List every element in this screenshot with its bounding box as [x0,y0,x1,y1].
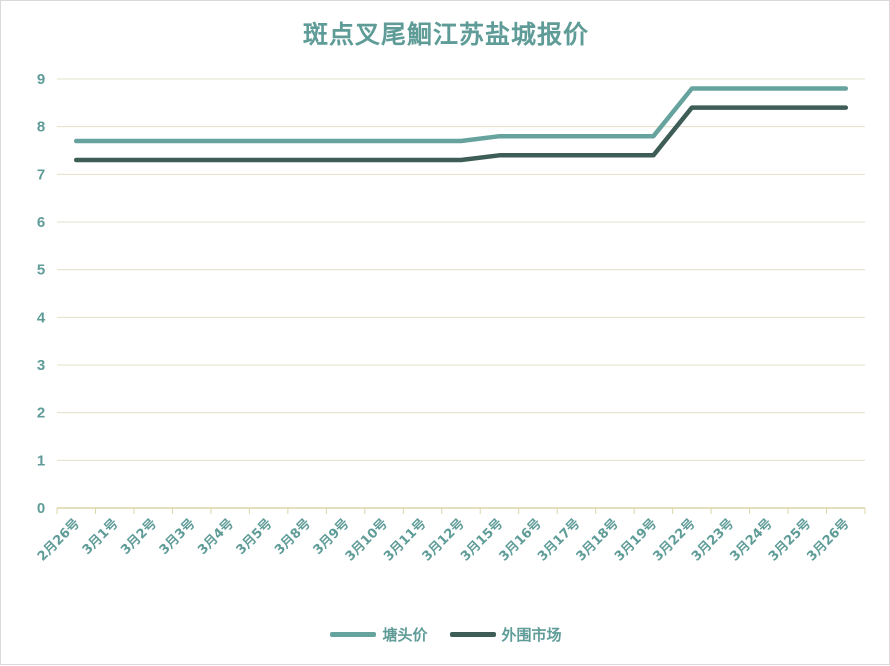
x-tick-label: 3月1号 [80,516,122,558]
grid-lines [57,78,865,461]
x-axis [56,507,866,514]
y-tick-label-9: 9 [37,71,45,88]
y-tick-label-5: 5 [37,262,45,279]
legend-swatch-waiwei [449,632,496,637]
y-tick-label-6: 6 [37,214,45,231]
series-lines [73,86,849,163]
series-line-0 [73,86,849,144]
legend-item-waiwei: 外围市场 [449,624,562,645]
y-tick-label-4: 4 [37,309,46,326]
y-tick-label-8: 8 [37,119,45,136]
series-line-1 [73,105,849,163]
legend-label-waiwei: 外围市场 [501,626,562,644]
x-tick-label: 2月26号 [35,516,83,564]
y-tick-label-2: 2 [37,405,45,422]
x-tick-label: 3月8号 [272,516,314,558]
x-tick-label: 3月2号 [118,516,160,558]
y-tick-label-7: 7 [37,166,45,183]
y-tick-label-3: 3 [37,357,45,374]
chart-title: 斑点叉尾鮰江苏盐城报价 [302,20,589,49]
legend-item-tangtou: 塘头价 [330,624,428,645]
y-axis-tick-labels: 0 1 2 3 4 5 6 7 8 9 [37,71,46,517]
legend-swatch-tangtou [330,632,377,637]
legend: 塘头价 外围市场 [1,624,890,645]
y-tick-label-1: 1 [37,452,45,469]
x-tick-label: 3月4号 [195,516,237,558]
x-tick-label: 3月3号 [157,516,199,558]
x-axis-tick-labels: 2月26号3月1号3月2号3月3号3月4号3月5号3月8号3月9号3月10号3月… [35,516,853,564]
x-tick-label: 3月26号 [804,516,852,564]
legend-label-tangtou: 塘头价 [382,626,428,644]
x-tick-label: 3月5号 [234,516,276,558]
y-tick-label-0: 0 [37,500,45,517]
